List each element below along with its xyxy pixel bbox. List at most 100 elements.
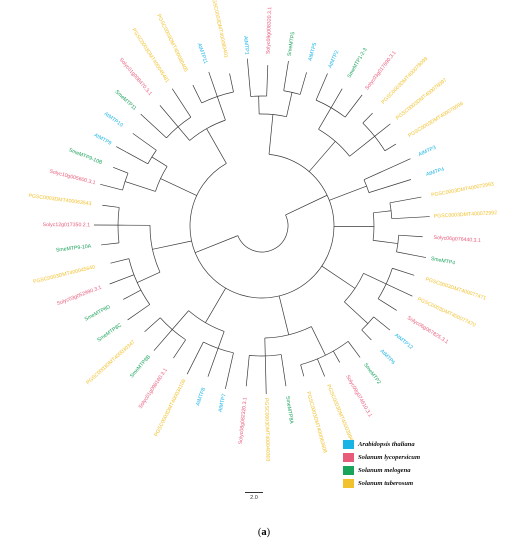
clade-arc: [372, 212, 375, 241]
leaf-branch: [264, 355, 267, 394]
leaf-branch: [299, 72, 307, 95]
leaf-label: SmeMTP2: [362, 362, 382, 385]
leaf-branch: [127, 304, 150, 321]
leaf-branch: [225, 352, 234, 390]
leaf-label: Solyc03g052990.3.1: [56, 285, 102, 307]
subclade-stem: [373, 240, 398, 244]
leaf-branch: [123, 289, 142, 300]
clade-stem: [152, 240, 192, 250]
clade-stem: [268, 114, 274, 155]
subclade-arc: [201, 91, 234, 104]
subclade-stem: [171, 310, 189, 330]
clade-stem: [278, 295, 290, 335]
leaf-branch: [315, 73, 328, 101]
leaf-branch: [377, 298, 397, 311]
leaf-branch: [317, 358, 326, 377]
leaf-label: PGSC0003DMT400063608: [305, 391, 328, 454]
subclade-stem: [318, 107, 332, 130]
subclade-stem: [311, 326, 326, 356]
leaf-label: PGSC0003DMT400080401: [210, 0, 229, 59]
leaf-label: SmeMTP8A: [284, 396, 294, 425]
legend-swatch: [343, 466, 354, 475]
clade-arc: [264, 326, 312, 339]
clade-stem: [308, 141, 336, 172]
subclade-arc: [389, 202, 393, 219]
leaf-branch: [300, 364, 305, 377]
leaf-label: AtMTP1: [242, 36, 250, 55]
leaf-label: SmeMTP4: [430, 256, 455, 267]
leaf-label: SmeMTP8C: [96, 322, 123, 343]
leaf-label: PGSC0003DMT400045640: [33, 264, 96, 285]
subclade-arc: [128, 258, 151, 305]
leaf-branch: [392, 267, 415, 276]
leaf-branch: [101, 242, 120, 246]
leaf-branch: [344, 94, 363, 118]
leaf-branch: [280, 354, 287, 387]
leaf-label: AtMTP10: [103, 111, 124, 129]
leaf-label: PGSC0003DMT400072993: [431, 181, 495, 198]
leaf-label: Solyc01g008470.3.1: [118, 57, 153, 97]
clade-stem: [160, 178, 197, 196]
subclade-stem: [373, 210, 392, 214]
leaf-branch: [389, 196, 422, 204]
root-stem: [194, 235, 238, 253]
clade-stem: [206, 128, 227, 164]
legend-item-arabidopsis: Arabidopsis thaliana: [343, 438, 493, 451]
leaf-branch: [396, 251, 427, 258]
root-arc: [237, 214, 289, 253]
leaf-label: PGSC0003DMT400063543: [28, 193, 92, 207]
leaf-label: PGSC0003DMT400034109: [153, 378, 187, 437]
tree-leaf-labels: AtMTP1 Solyc09g008320.3.1 SmeMTP5 AtMTP5 AtM…: [28, 0, 497, 462]
leaf-branch: [398, 234, 423, 238]
legend-item-tuberosum: Solanum tuberosum: [343, 477, 493, 490]
subclade-arc: [362, 122, 386, 152]
leaf-branch: [384, 143, 397, 152]
subclade-stem: [349, 136, 375, 157]
clade-arc: [149, 225, 161, 273]
leaf-label: Solyc10g005600.3.1: [49, 169, 96, 187]
leaf-label: PGSC0003DMT400030347: [85, 339, 136, 386]
legend-label: Arabidopsis thaliana: [358, 441, 415, 448]
clade-stem: [321, 265, 356, 289]
leaf-branch: [153, 329, 173, 351]
leaf-label: AtMTP3: [418, 145, 438, 158]
leaf-branch: [229, 73, 234, 93]
leaf-label: Solyc08g082320.3.1: [238, 397, 249, 445]
subclade-stem: [177, 126, 190, 141]
clade-stem: [205, 287, 226, 323]
legend-swatch: [343, 453, 354, 462]
backbone-arc: [189, 153, 335, 299]
scale-bar-line: [245, 492, 263, 493]
leaf-branch: [102, 204, 120, 208]
leaf-label: PGSC0003DMT400077470: [416, 296, 476, 328]
legend-label: Solanum tuberosum: [358, 480, 414, 487]
leaf-label: PGSC0003DMT400077471: [425, 277, 487, 302]
leaf-label: Solyc01g098160.3.1: [138, 367, 169, 410]
leaf-branch: [266, 65, 269, 97]
leaf-label: SmeMTP8B: [129, 354, 152, 379]
legend-item-lycopersicum: Solanum lycopersicum: [343, 451, 493, 464]
leaf-label: AtMTP8: [195, 387, 207, 407]
leaf-branch: [247, 58, 252, 97]
subclade-stem: [151, 156, 168, 167]
leaf-label: Solyc09g008320.3.1: [266, 7, 274, 55]
subclade-stem: [217, 331, 225, 349]
leaf-branch: [362, 112, 373, 124]
caption-letter: a: [261, 527, 267, 538]
scale-bar: 2.0: [241, 492, 265, 506]
subclade-arc: [147, 150, 157, 164]
legend-swatch: [343, 440, 354, 449]
leaf-branch: [391, 216, 430, 220]
legend-label: Solanum melogena: [358, 467, 411, 474]
leaf-branch: [171, 88, 192, 118]
subclade-stem: [137, 271, 161, 283]
leaf-branch: [385, 179, 412, 188]
leaf-branch: [144, 317, 161, 333]
leaf-label: AtMTP2: [327, 50, 340, 70]
leaf-branch: [330, 88, 343, 108]
leaf-label: AtMTP12: [393, 333, 414, 351]
subclade-stem: [216, 96, 226, 121]
clade-arc: [363, 179, 370, 193]
figure-caption: (a): [0, 527, 528, 538]
